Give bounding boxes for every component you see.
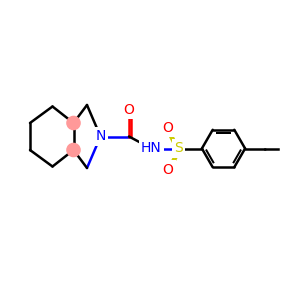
Text: N: N — [95, 130, 106, 143]
Text: O: O — [163, 121, 173, 134]
Text: S: S — [174, 142, 183, 155]
Circle shape — [67, 116, 80, 130]
Text: HN: HN — [141, 142, 162, 155]
Text: O: O — [163, 163, 173, 176]
Circle shape — [67, 143, 80, 157]
Text: O: O — [124, 103, 134, 116]
